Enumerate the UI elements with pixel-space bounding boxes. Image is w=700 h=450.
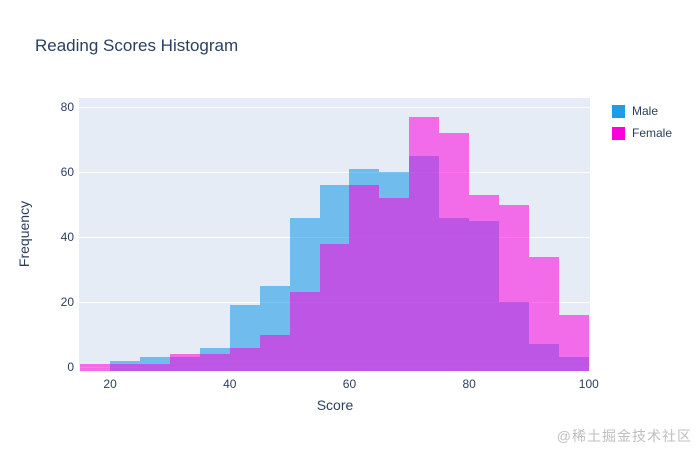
- bar-female-15-20: [80, 363, 111, 371]
- gridline-y-60: [79, 172, 590, 174]
- bar-female-25-30: [140, 363, 170, 371]
- x-tick-20: 20: [103, 377, 117, 391]
- legend: Male Female: [612, 104, 672, 148]
- bar-female-60-65: [349, 185, 380, 371]
- y-axis-title: Frequency: [16, 200, 32, 268]
- x-tick-40: 40: [223, 377, 237, 391]
- x-tick-80: 80: [462, 377, 476, 391]
- legend-label-female: Female: [632, 126, 673, 140]
- bar-female-40-45: [229, 347, 260, 371]
- bar-female-95-100: [558, 315, 589, 371]
- bar-female-85-90: [499, 204, 529, 371]
- legend-swatch-male: [612, 104, 625, 118]
- y-tick-60: 60: [60, 165, 74, 180]
- legend-item-male[interactable]: Male: [612, 104, 672, 118]
- plot-area[interactable]: [79, 98, 590, 371]
- gridline-y-80: [79, 107, 590, 109]
- x-axis-title: Score: [316, 397, 354, 413]
- bar-female-90-95: [528, 256, 559, 371]
- watermark: @稀土掘金技术社区: [556, 428, 692, 444]
- bar-female-45-50: [259, 334, 290, 371]
- x-tick-100: 100: [578, 377, 599, 391]
- legend-label-male: Male: [632, 104, 659, 118]
- y-tick-40: 40: [60, 230, 74, 245]
- bar-female-20-25: [110, 363, 141, 371]
- bar-female-70-75: [409, 116, 440, 371]
- legend-swatch-female: [612, 126, 625, 140]
- bar-female-30-35: [169, 354, 200, 371]
- y-tick-0: 0: [67, 360, 74, 375]
- bar-female-35-40: [199, 354, 230, 371]
- bar-female-50-55: [289, 292, 320, 371]
- bar-female-65-70: [379, 198, 410, 371]
- legend-item-female[interactable]: Female: [612, 126, 672, 140]
- y-tick-80: 80: [60, 100, 74, 115]
- bar-female-75-80: [439, 133, 470, 371]
- y-tick-20: 20: [60, 295, 74, 310]
- x-tick-60: 60: [342, 377, 357, 391]
- bar-female-55-60: [319, 243, 350, 371]
- chart-title: Reading Scores Histogram: [35, 36, 239, 55]
- bar-female-80-85: [469, 194, 500, 371]
